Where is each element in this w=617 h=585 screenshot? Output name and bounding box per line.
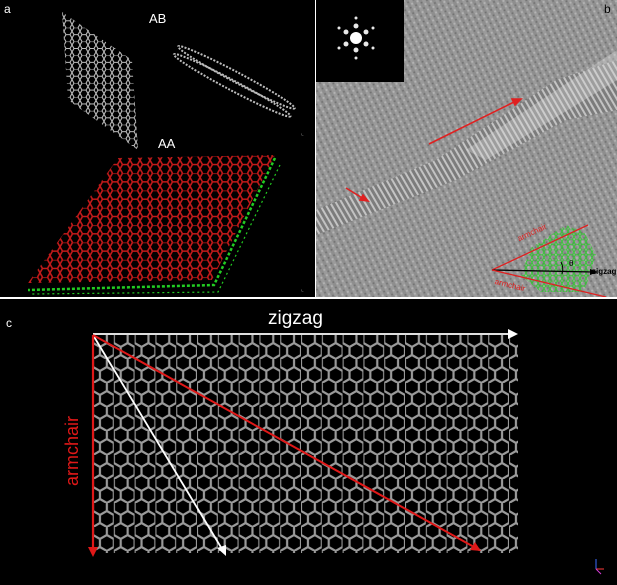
svg-text:⌞: ⌞ — [301, 131, 304, 137]
ab-label: AB — [149, 11, 167, 26]
aa-flake-green-edge — [27, 157, 277, 292]
red-diagonal-arrow — [92, 334, 481, 551]
fft-pattern — [337, 16, 375, 60]
zigzag-label-b: zigzag — [592, 267, 617, 276]
aa-flake-red — [28, 155, 275, 283]
panel-b-letter: b — [604, 2, 611, 16]
panel-c-canvas — [88, 329, 604, 575]
green-lattice-overlay — [521, 225, 596, 292]
white-diagonal-arrow — [92, 334, 226, 556]
aa-label: AA — [158, 136, 176, 151]
panel-a-letter: a — [4, 2, 11, 16]
panel-a-canvas: ⌞ ⌞ — [27, 12, 304, 295]
panel-c-letter: c — [6, 316, 12, 330]
zigzag-label-c: zigzag — [268, 308, 323, 329]
axis-triad-icon — [595, 559, 604, 575]
panel-c: c zigzag armchair — [0, 299, 617, 585]
theta-label: θ — [569, 259, 574, 268]
flake-edge-band — [316, 60, 617, 235]
ab-flake-top — [62, 12, 138, 150]
graphene-lattice — [93, 335, 518, 553]
panel-b-canvas — [316, 0, 617, 297]
ab-flake-side — [172, 45, 296, 118]
armchair-arrow — [88, 335, 98, 557]
zigzag-arrow — [93, 329, 518, 339]
red-arrows — [345, 98, 523, 203]
panel-b: b armchair armchair zigzag θ — [316, 0, 617, 297]
panel-a: ⌞ ⌞ a AB AA — [0, 0, 315, 297]
armchair-label-c: armchair — [62, 415, 82, 486]
svg-text:⌞: ⌞ — [301, 287, 304, 293]
armchair-zigzag-axes — [491, 224, 607, 297]
